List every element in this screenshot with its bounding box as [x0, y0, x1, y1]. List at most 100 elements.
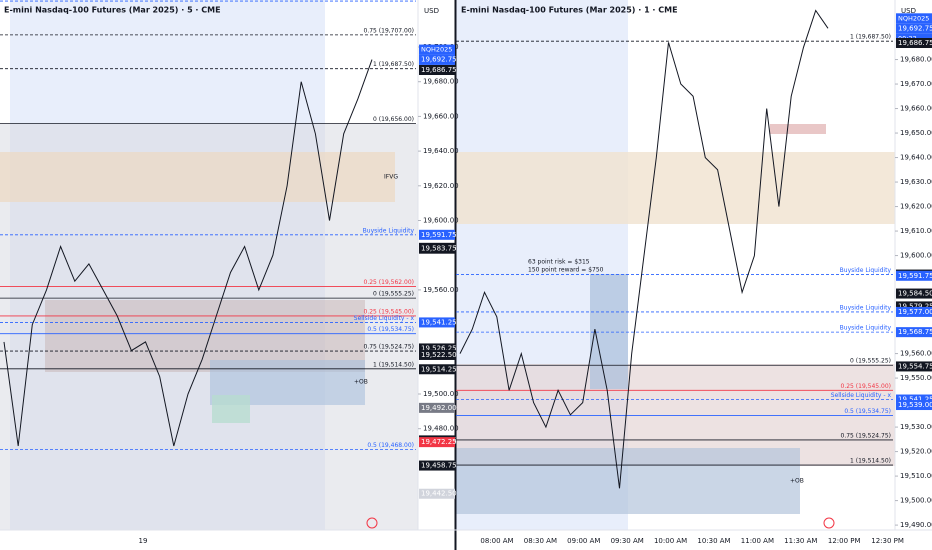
- price-tag: [896, 270, 932, 281]
- y-tick-label: 19,640.00: [900, 154, 932, 162]
- price-tag: [896, 400, 932, 411]
- annotation: 63 point risk = $315: [528, 259, 590, 266]
- y-tick-label: 19,490.00: [900, 521, 932, 529]
- zone: [770, 124, 826, 134]
- price-tag: [419, 460, 455, 471]
- annotation: IFVG: [384, 174, 398, 181]
- price-tag-label: 19,442.50: [421, 490, 457, 498]
- x-tick-label: 09:30 AM: [611, 537, 644, 545]
- price-tag: [419, 349, 455, 360]
- x-tick-label: 09:00 AM: [567, 537, 600, 545]
- symbol: NQH2025: [898, 14, 929, 22]
- price-tag: [419, 488, 455, 499]
- price-tag: [419, 437, 455, 448]
- price-tag: [896, 327, 932, 338]
- price-tag-label: 19,522.50: [421, 351, 457, 359]
- price-tag: [896, 306, 932, 317]
- y-tick-label: 19,560.00: [900, 350, 932, 358]
- level-label: 0.25 (19,545.00): [841, 383, 891, 390]
- annotation: +OB: [354, 379, 368, 386]
- level-label: 1 (19,687.50): [373, 61, 414, 68]
- price-tag-label: 19,458.75: [421, 462, 457, 470]
- reward-box: [590, 274, 628, 389]
- price-tag-label: 19,492.00: [421, 404, 457, 412]
- level-label: 0 (19,555.25): [373, 291, 414, 298]
- zone: [212, 395, 250, 423]
- chart-title: E-mini Nasdaq-100 Futures (Mar 2025) · 1…: [461, 6, 678, 15]
- level-label: Buyside Liquidity: [363, 227, 415, 234]
- price-tag-label: 19,568.75: [898, 328, 932, 336]
- y-tick-label: 19,630.00: [900, 178, 932, 186]
- price-tag-label: 19,692.75: [421, 56, 457, 64]
- annotation: +OB: [790, 478, 804, 485]
- x-tick-label: 12:30 PM: [871, 537, 904, 545]
- level-label: 0.75 (19,524.75): [841, 432, 891, 439]
- x-tick-label: 11:30 AM: [784, 537, 817, 545]
- price-tag-label: 19,583.75: [421, 245, 457, 253]
- price-tag: [419, 54, 455, 65]
- level-label: 0 (19,656.00): [373, 116, 414, 123]
- replay-icon[interactable]: [366, 517, 378, 529]
- y-tick-label: 19,660.00: [423, 112, 459, 120]
- level-label: 1 (19,514.50): [373, 361, 414, 368]
- y-tick-label: 19,500.00: [423, 390, 459, 398]
- y-tick-label: 19,640.00: [423, 147, 459, 155]
- symbol-tag: [896, 13, 932, 24]
- y-tick-label: 19,600.00: [900, 252, 932, 260]
- price-tag: [896, 394, 932, 405]
- price-tag: [419, 317, 455, 328]
- level-label: 0.5 (19,468.00): [367, 442, 414, 449]
- price-tag-label: 19,539.00: [898, 401, 932, 409]
- price-axis: [895, 0, 932, 530]
- price-tag-label: 19,526.25: [421, 344, 457, 352]
- fvg-zone: [456, 152, 895, 224]
- x-tick-label: 08:30 AM: [524, 537, 557, 545]
- level-label: 1 (19,514.50): [850, 458, 891, 465]
- price-tag: [896, 288, 932, 299]
- level-label: Sellside Liquidity - x: [831, 392, 892, 399]
- price-tag: [419, 229, 455, 240]
- price-tag-label: 19,514.25: [421, 365, 457, 373]
- y-tick-label: 19,660.00: [900, 105, 932, 113]
- annotation: 150 point reward = $750: [528, 267, 604, 274]
- y-tick-label: 19,560.00: [423, 286, 459, 294]
- y-tick-label: 19,680.00: [900, 56, 932, 64]
- level-label: 0.25 (19,545.00): [364, 308, 414, 315]
- price-tag-label: 19,577.00: [898, 308, 932, 316]
- symbol: NQH2025: [421, 46, 452, 54]
- price-tag-label: 19,554.75: [898, 362, 932, 370]
- y-tick-label: 19,500.00: [900, 497, 932, 505]
- x-tick-label: 19: [139, 537, 148, 545]
- y-tick-label: 19,670.00: [900, 80, 932, 88]
- price-tag-label: 19,541.25: [898, 396, 932, 404]
- price-tag: [419, 364, 455, 375]
- price-tag: [896, 361, 932, 372]
- y-tick-label: 19,510.00: [900, 472, 932, 480]
- ob-zone: [456, 448, 800, 514]
- replay-icon[interactable]: [823, 517, 835, 529]
- level-label: Buyside Liquidity: [840, 267, 892, 274]
- price-tag-label: 19,472.25: [421, 438, 457, 446]
- y-tick-label: 19,610.00: [900, 227, 932, 235]
- price-tag-label: 19,579.25: [898, 302, 932, 310]
- level-label: 1 (19,687.50): [850, 34, 891, 41]
- y-tick-label: 19,520.00: [900, 448, 932, 456]
- price-line: [459, 9, 829, 489]
- y-tick-label: 19,650.00: [900, 129, 932, 137]
- x-tick-label: 10:00 AM: [654, 537, 687, 545]
- currency: USD: [424, 7, 439, 15]
- price-tag-label: 19,591.75: [421, 231, 457, 239]
- y-tick-label: 19,600.00: [423, 217, 459, 225]
- price-tag: [419, 402, 455, 413]
- symbol-tag: [419, 44, 455, 55]
- price-tag-label: 19,692.75: [898, 24, 932, 32]
- level-label: Sellside Liquidity - x: [354, 315, 415, 322]
- level-label: 0.5 (19,726.50): [367, 0, 414, 1]
- y-tick-label: 19,620.00: [423, 182, 459, 190]
- price-tag-label: 19,584.50: [898, 290, 932, 298]
- price-tag: [896, 38, 932, 49]
- price-tag: [419, 343, 455, 354]
- level-label: 0.25 (19,562.00): [364, 279, 414, 286]
- y-tick-label: 19,530.00: [900, 423, 932, 431]
